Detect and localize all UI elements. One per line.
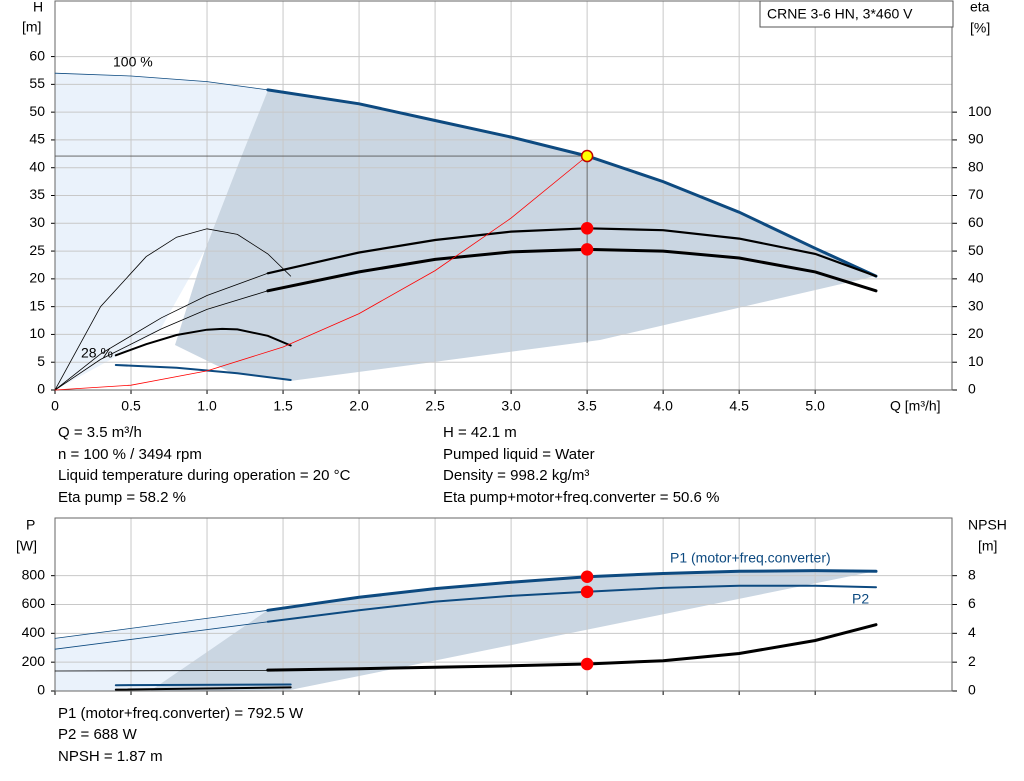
y-tick-label: 30: [29, 214, 45, 230]
y-tick-label: 55: [29, 75, 45, 91]
operating-point: [580, 657, 594, 671]
y2-tick-label: 80: [968, 158, 984, 174]
y-tick-label: 400: [22, 624, 46, 640]
y2-tick-label: 0: [968, 682, 976, 698]
y2-tick-label: 0: [968, 381, 976, 397]
y-axis-label: P: [26, 517, 35, 533]
y2-tick-label: 40: [968, 270, 984, 286]
operating-point: [580, 222, 594, 235]
curve: [54, 272, 269, 391]
series-label: P2: [852, 591, 869, 607]
x-axis-label: Q [m³/h]: [890, 398, 941, 414]
x-tick-label: 2.0: [349, 398, 369, 414]
y-tick-label: 800: [22, 566, 46, 582]
info-text: n = 100 % / 3494 rpm: [58, 446, 202, 463]
info-text: Pumped liquid = Water: [443, 446, 595, 463]
y-axis-label: [W]: [16, 538, 37, 554]
y-tick-label: 10: [29, 325, 45, 341]
operating-point: [580, 149, 594, 163]
y-tick-label: 25: [29, 242, 45, 258]
y2-tick-label: 30: [968, 297, 984, 313]
x-tick-label: 1.5: [273, 398, 293, 414]
curve: [54, 72, 269, 91]
y-tick-label: 200: [22, 653, 46, 669]
y2-axis-label: NPSH: [968, 517, 1007, 533]
y-axis-label: [m]: [22, 19, 41, 35]
series-label: P1 (motor+freq.converter): [670, 550, 831, 566]
info-text: P1 (motor+freq.converter) = 792.5 W: [58, 705, 304, 722]
y2-tick-label: 70: [968, 186, 984, 202]
info-text: H = 42.1 m: [443, 424, 517, 441]
y2-axis-label: [%]: [970, 20, 990, 36]
title-box: [759, 0, 954, 28]
y2-tick-label: 2: [968, 653, 976, 669]
operating-point: [580, 570, 594, 583]
operating-point: [580, 243, 594, 256]
info-text: NPSH = 1.87 m: [58, 748, 163, 765]
y-tick-label: 0: [37, 381, 45, 397]
y2-axis-label: [m]: [978, 538, 997, 554]
curve: [114, 683, 292, 687]
curve: [114, 686, 292, 691]
curve: [54, 670, 269, 672]
x-tick-label: 4.5: [729, 398, 749, 414]
y2-tick-label: 50: [968, 242, 984, 258]
y2-tick-label: 90: [968, 131, 984, 147]
y-tick-label: 60: [29, 47, 45, 63]
y-tick-label: 600: [22, 595, 46, 611]
info-text: Liquid temperature during operation = 20…: [58, 467, 351, 484]
x-tick-label: 3.5: [577, 398, 597, 414]
y2-axis-label: eta: [970, 0, 990, 15]
info-text: Density = 998.2 kg/m³: [443, 467, 589, 484]
y2-tick-label: 60: [968, 214, 984, 230]
marks-layer: P1 (motor+freq.converter) P2: [54, 72, 878, 691]
y-tick-label: 20: [29, 270, 45, 286]
y-tick-label: 5: [37, 353, 45, 369]
curve: [114, 327, 292, 357]
operating-point: [580, 585, 594, 599]
info-text: Eta pump = 58.2 %: [58, 489, 186, 506]
light-range: [55, 73, 268, 390]
y-tick-label: 0: [37, 682, 45, 698]
plot-frame: [54, 517, 953, 692]
y2-tick-label: 20: [968, 325, 984, 341]
curve: [54, 228, 292, 391]
x-tick-label: 2.5: [425, 398, 445, 414]
x-tick-label: 1.0: [197, 398, 217, 414]
y-tick-label: 40: [29, 158, 45, 174]
x-tick-label: 5.0: [805, 398, 825, 414]
y2-tick-label: 6: [968, 595, 976, 611]
info-text: Q = 3.5 m³/h: [58, 424, 142, 441]
y-tick-label: 45: [29, 131, 45, 147]
y-tick-label: 15: [29, 297, 45, 313]
plot-frame: [54, 0, 953, 391]
y2-tick-label: 8: [968, 566, 976, 582]
curve: [54, 290, 269, 391]
x-tick-label: 0.5: [121, 398, 141, 414]
info-text: P2 = 688 W: [58, 726, 138, 743]
y2-tick-label: 10: [968, 353, 984, 369]
x-tick-label: 0: [51, 398, 59, 414]
curve: [54, 609, 269, 639]
curve: [54, 621, 269, 650]
curve: [54, 155, 588, 391]
x-tick-label: 3.0: [501, 398, 521, 414]
y-axis-label: H: [33, 0, 43, 15]
y-tick-label: 35: [29, 186, 45, 202]
operating-range: [175, 90, 876, 381]
chart-title: CRNE 3-6 HN, 3*460 V: [767, 6, 913, 22]
x-tick-label: 4.0: [653, 398, 673, 414]
y2-tick-label: 4: [968, 624, 976, 640]
y-tick-label: 50: [29, 103, 45, 119]
annotation: 100 %: [113, 54, 153, 70]
annotation: 28 %: [81, 345, 113, 361]
info-text: Eta pump+motor+freq.converter = 50.6 %: [443, 489, 719, 506]
y2-tick-label: 100: [968, 103, 992, 119]
